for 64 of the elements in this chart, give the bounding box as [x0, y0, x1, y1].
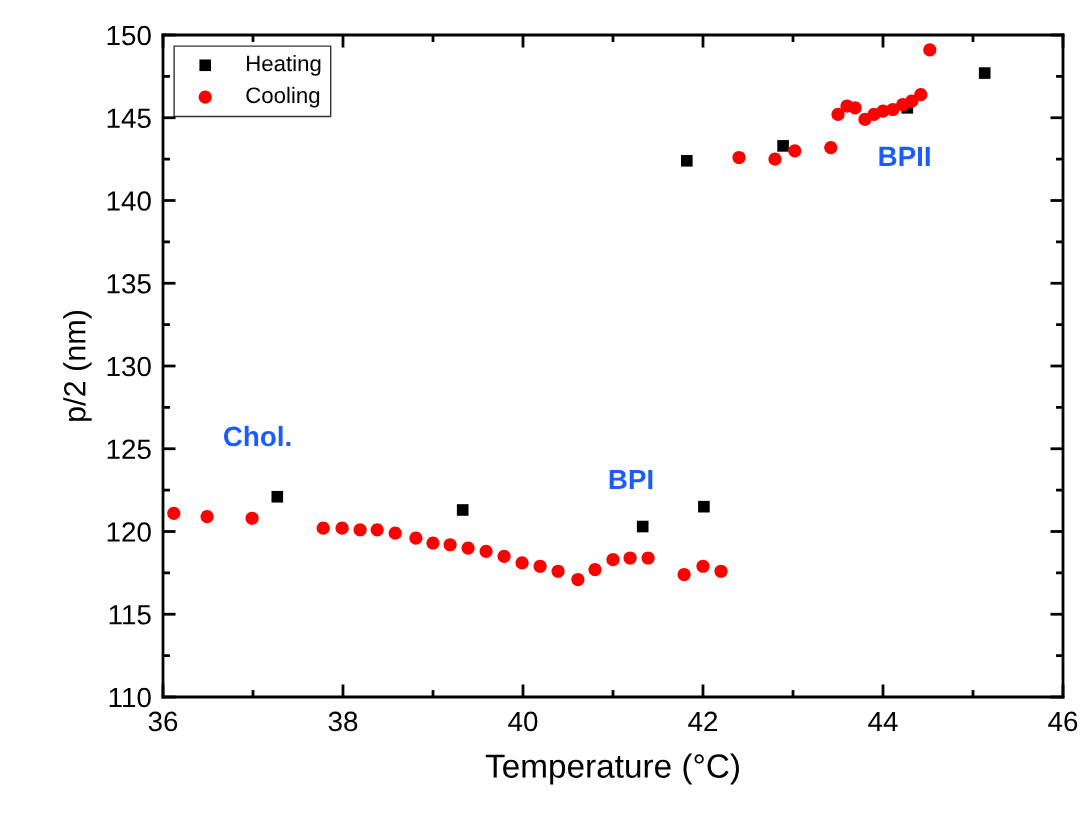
annotation: Chol. — [223, 425, 291, 447]
point — [831, 107, 845, 122]
y-tick-label: 125 — [107, 439, 151, 460]
point — [370, 523, 384, 537]
point — [200, 510, 214, 524]
point — [886, 102, 900, 117]
point — [461, 541, 475, 555]
point — [606, 553, 620, 567]
point — [978, 67, 991, 79]
point — [641, 551, 655, 565]
point — [768, 152, 782, 166]
point — [732, 150, 746, 165]
annotation: BPII — [879, 146, 930, 166]
point — [456, 504, 469, 516]
point — [335, 521, 349, 535]
x-tick-label: 44 — [868, 711, 898, 732]
point — [914, 87, 928, 102]
point — [353, 523, 367, 537]
point — [409, 531, 423, 545]
point — [571, 572, 585, 587]
point — [696, 559, 710, 573]
point — [777, 140, 789, 152]
point — [316, 521, 330, 535]
x-tick-label: 38 — [328, 711, 358, 732]
point — [426, 536, 440, 550]
y-axis-title: p/2 (nm) — [63, 311, 92, 421]
point — [698, 500, 710, 513]
point — [636, 520, 649, 533]
point — [714, 564, 728, 578]
point — [167, 506, 181, 520]
point — [623, 551, 637, 565]
point — [443, 538, 457, 552]
point — [680, 154, 693, 167]
point — [497, 549, 511, 563]
point — [551, 564, 565, 578]
point — [824, 140, 838, 155]
point — [245, 511, 259, 525]
legend-label: Heating — [247, 55, 321, 76]
point — [479, 544, 493, 558]
y-tick-label: 140 — [107, 191, 151, 211]
x-tick-label: 36 — [148, 711, 178, 732]
point — [533, 559, 547, 573]
point — [588, 562, 602, 577]
y-tick-label: 115 — [109, 605, 151, 625]
x-tick-label: 40 — [508, 711, 538, 732]
annotation: BPI — [609, 469, 653, 490]
y-tick-label: 150 — [107, 25, 151, 46]
y-tick-label: 120 — [107, 522, 151, 542]
point — [677, 567, 691, 582]
point — [788, 144, 802, 158]
point — [848, 101, 862, 115]
point — [923, 43, 937, 57]
y-tick-label: 145 — [107, 108, 151, 129]
y-tick-label: 135 — [107, 273, 151, 294]
point — [515, 556, 529, 570]
point — [271, 490, 284, 503]
x-tick-label: 46 — [1048, 711, 1078, 732]
point — [388, 526, 402, 540]
point — [905, 94, 919, 108]
x-axis-title: Temperature (°C) — [485, 753, 739, 785]
legend-label: Cooling — [246, 86, 320, 108]
x-tick-label: 42 — [688, 711, 718, 732]
y-tick-label: 130 — [107, 356, 151, 377]
y-tick-label: 110 — [109, 687, 151, 708]
